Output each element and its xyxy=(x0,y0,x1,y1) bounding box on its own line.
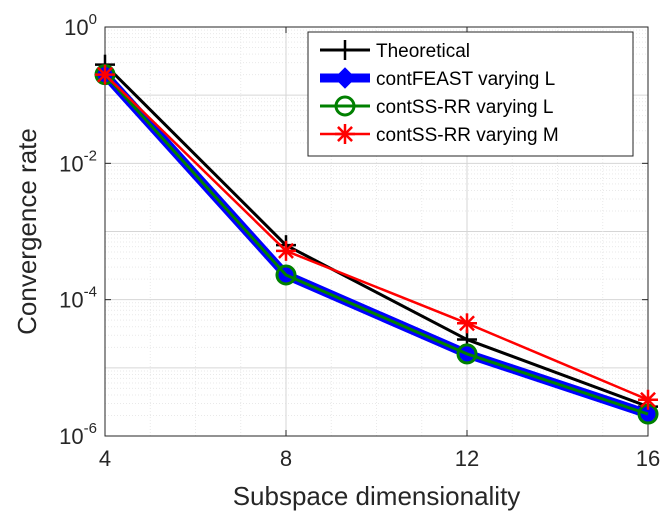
legend-entry-contss-rr-varying-l: contSS-RR varying L xyxy=(320,95,553,118)
y-axis-label: Convergence rate xyxy=(12,128,42,335)
data-point-diamond xyxy=(334,67,356,89)
legend-entry-contfeast-varying-l: contFEAST varying L xyxy=(320,67,555,90)
series-line xyxy=(104,73,649,401)
y-tick-label: 10-4 xyxy=(59,284,97,313)
data-point-circle xyxy=(275,264,297,286)
data-point-asterisk xyxy=(457,313,477,334)
legend-entry-theoretical: Theoretical xyxy=(320,40,470,62)
x-tick-label: 8 xyxy=(280,446,292,471)
y-tick-label: 10-2 xyxy=(59,147,97,176)
data-point-circle xyxy=(334,95,356,117)
legend-label: contFEAST varying L xyxy=(376,69,555,90)
x-tick-label: 12 xyxy=(455,446,479,471)
legend: Theoretical contFEAST varying L contSS-RR … xyxy=(307,31,634,157)
series-line xyxy=(103,73,649,416)
legend-entry-contss-rr-varying-m: contSS-RR varying M xyxy=(320,124,559,146)
data-point-asterisk xyxy=(638,389,658,410)
data-point-asterisk xyxy=(95,64,115,85)
legend-box xyxy=(307,31,634,157)
x-axis-label: Subspace dimensionality xyxy=(233,481,521,511)
axis-ticks: 4 8 12 16 10-6 10-4 10-2 100 xyxy=(59,11,660,471)
series-contss-rr-varying-m xyxy=(95,64,658,410)
series-line xyxy=(103,63,649,409)
data-point-asterisk xyxy=(276,240,296,261)
y-tick-label: 100 xyxy=(64,11,97,40)
legend-label: contSS-RR varying M xyxy=(376,125,559,146)
legend-label: Theoretical xyxy=(376,41,470,62)
legend-label: contSS-RR varying L xyxy=(376,97,553,118)
data-point-asterisk xyxy=(335,124,355,144)
plot-area xyxy=(104,26,649,437)
series xyxy=(94,54,659,425)
x-tick-label: 4 xyxy=(99,446,111,471)
x-tick-label: 16 xyxy=(636,446,660,471)
data-point-circle xyxy=(456,343,478,365)
y-tick-label: 10-6 xyxy=(59,420,97,449)
data-point-plus xyxy=(335,40,355,60)
